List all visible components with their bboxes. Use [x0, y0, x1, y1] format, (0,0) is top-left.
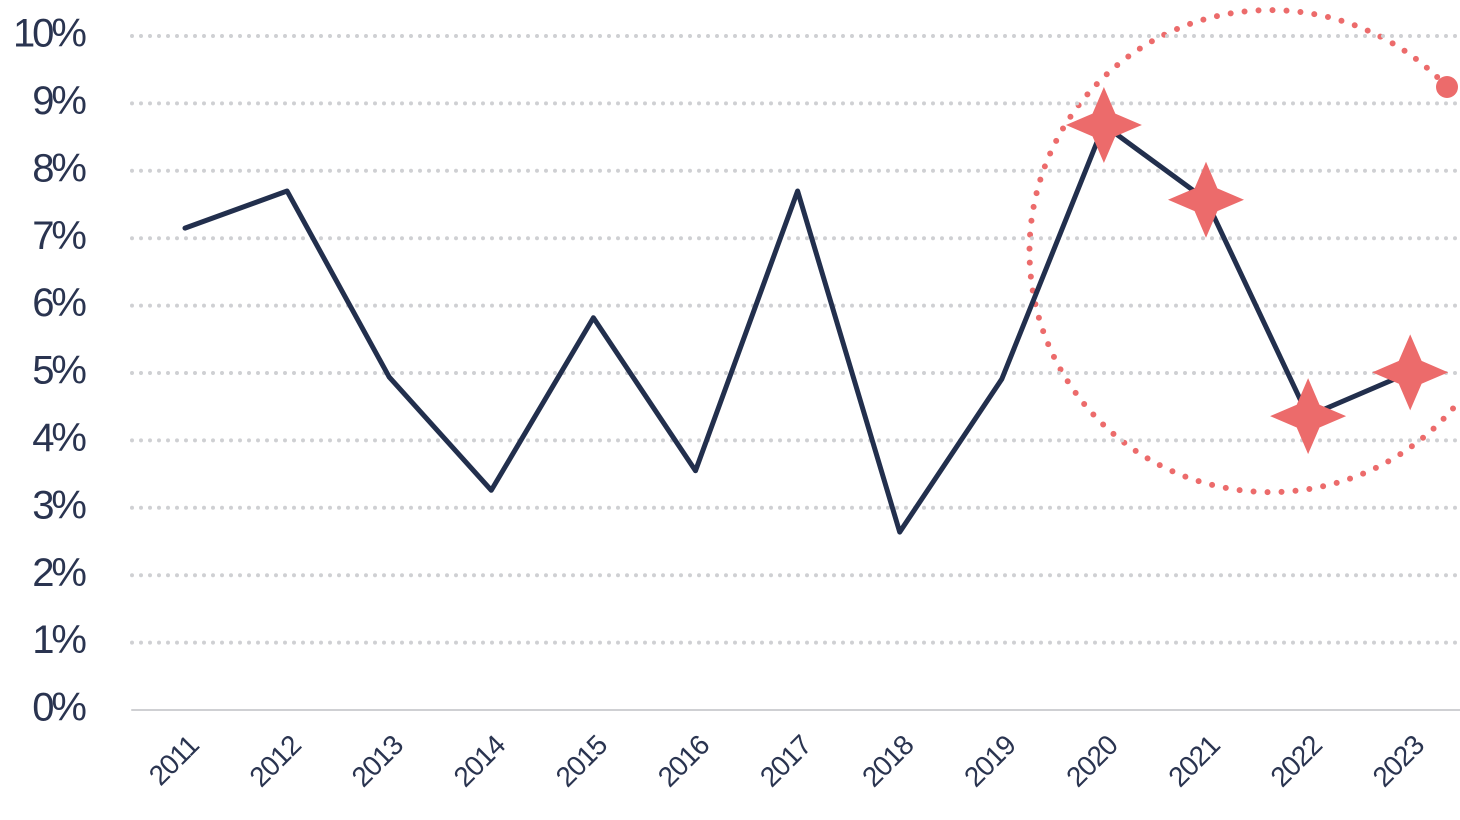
y-tick-label: 0%: [32, 686, 86, 730]
y-tick-label: 4%: [32, 416, 86, 460]
y-tick-label: 5%: [32, 349, 86, 393]
star-marker: [1270, 378, 1347, 455]
y-tick-label: 9%: [32, 79, 86, 123]
x-tick-label: 2023: [1367, 729, 1430, 792]
y-tick-label: 7%: [32, 214, 86, 258]
x-tick-label: 2012: [243, 729, 306, 792]
y-tick-label: 1%: [32, 618, 86, 662]
x-tick-label: 2013: [346, 729, 409, 792]
plot: 0% 1% 2% 3% 4% 5% 6% 7% 8% 9% 10% 2011 2012 2013 2014 2…: [13, 12, 1460, 793]
highlight-circle: [1026, 7, 1460, 496]
x-tick-label: 2016: [652, 729, 715, 792]
x-tick-label: 2019: [958, 729, 1021, 792]
x-tick-label: 2015: [550, 729, 613, 792]
star-marker: [1168, 161, 1244, 238]
x-tick-label: 2020: [1060, 729, 1123, 792]
star-marker: [1065, 86, 1142, 163]
y-tick-label: 3%: [32, 483, 86, 527]
x-tick-label: 2022: [1264, 729, 1327, 792]
x-tick-label: 2011: [143, 729, 205, 791]
x-tick-label: 2018: [856, 729, 919, 792]
line: [182, 122, 1413, 535]
y-tick-label: 10%: [13, 12, 86, 56]
x-tick-label: 2014: [448, 729, 511, 792]
x-tick-label: 2017: [754, 729, 817, 792]
highlight-dot: [1436, 76, 1458, 98]
star-marker: [1372, 334, 1449, 411]
y-tick-label: 8%: [32, 146, 86, 190]
y-tick-label: 6%: [32, 281, 86, 325]
x-tick-label: 2021: [1162, 729, 1225, 792]
y-tick-label: 2%: [32, 551, 86, 595]
